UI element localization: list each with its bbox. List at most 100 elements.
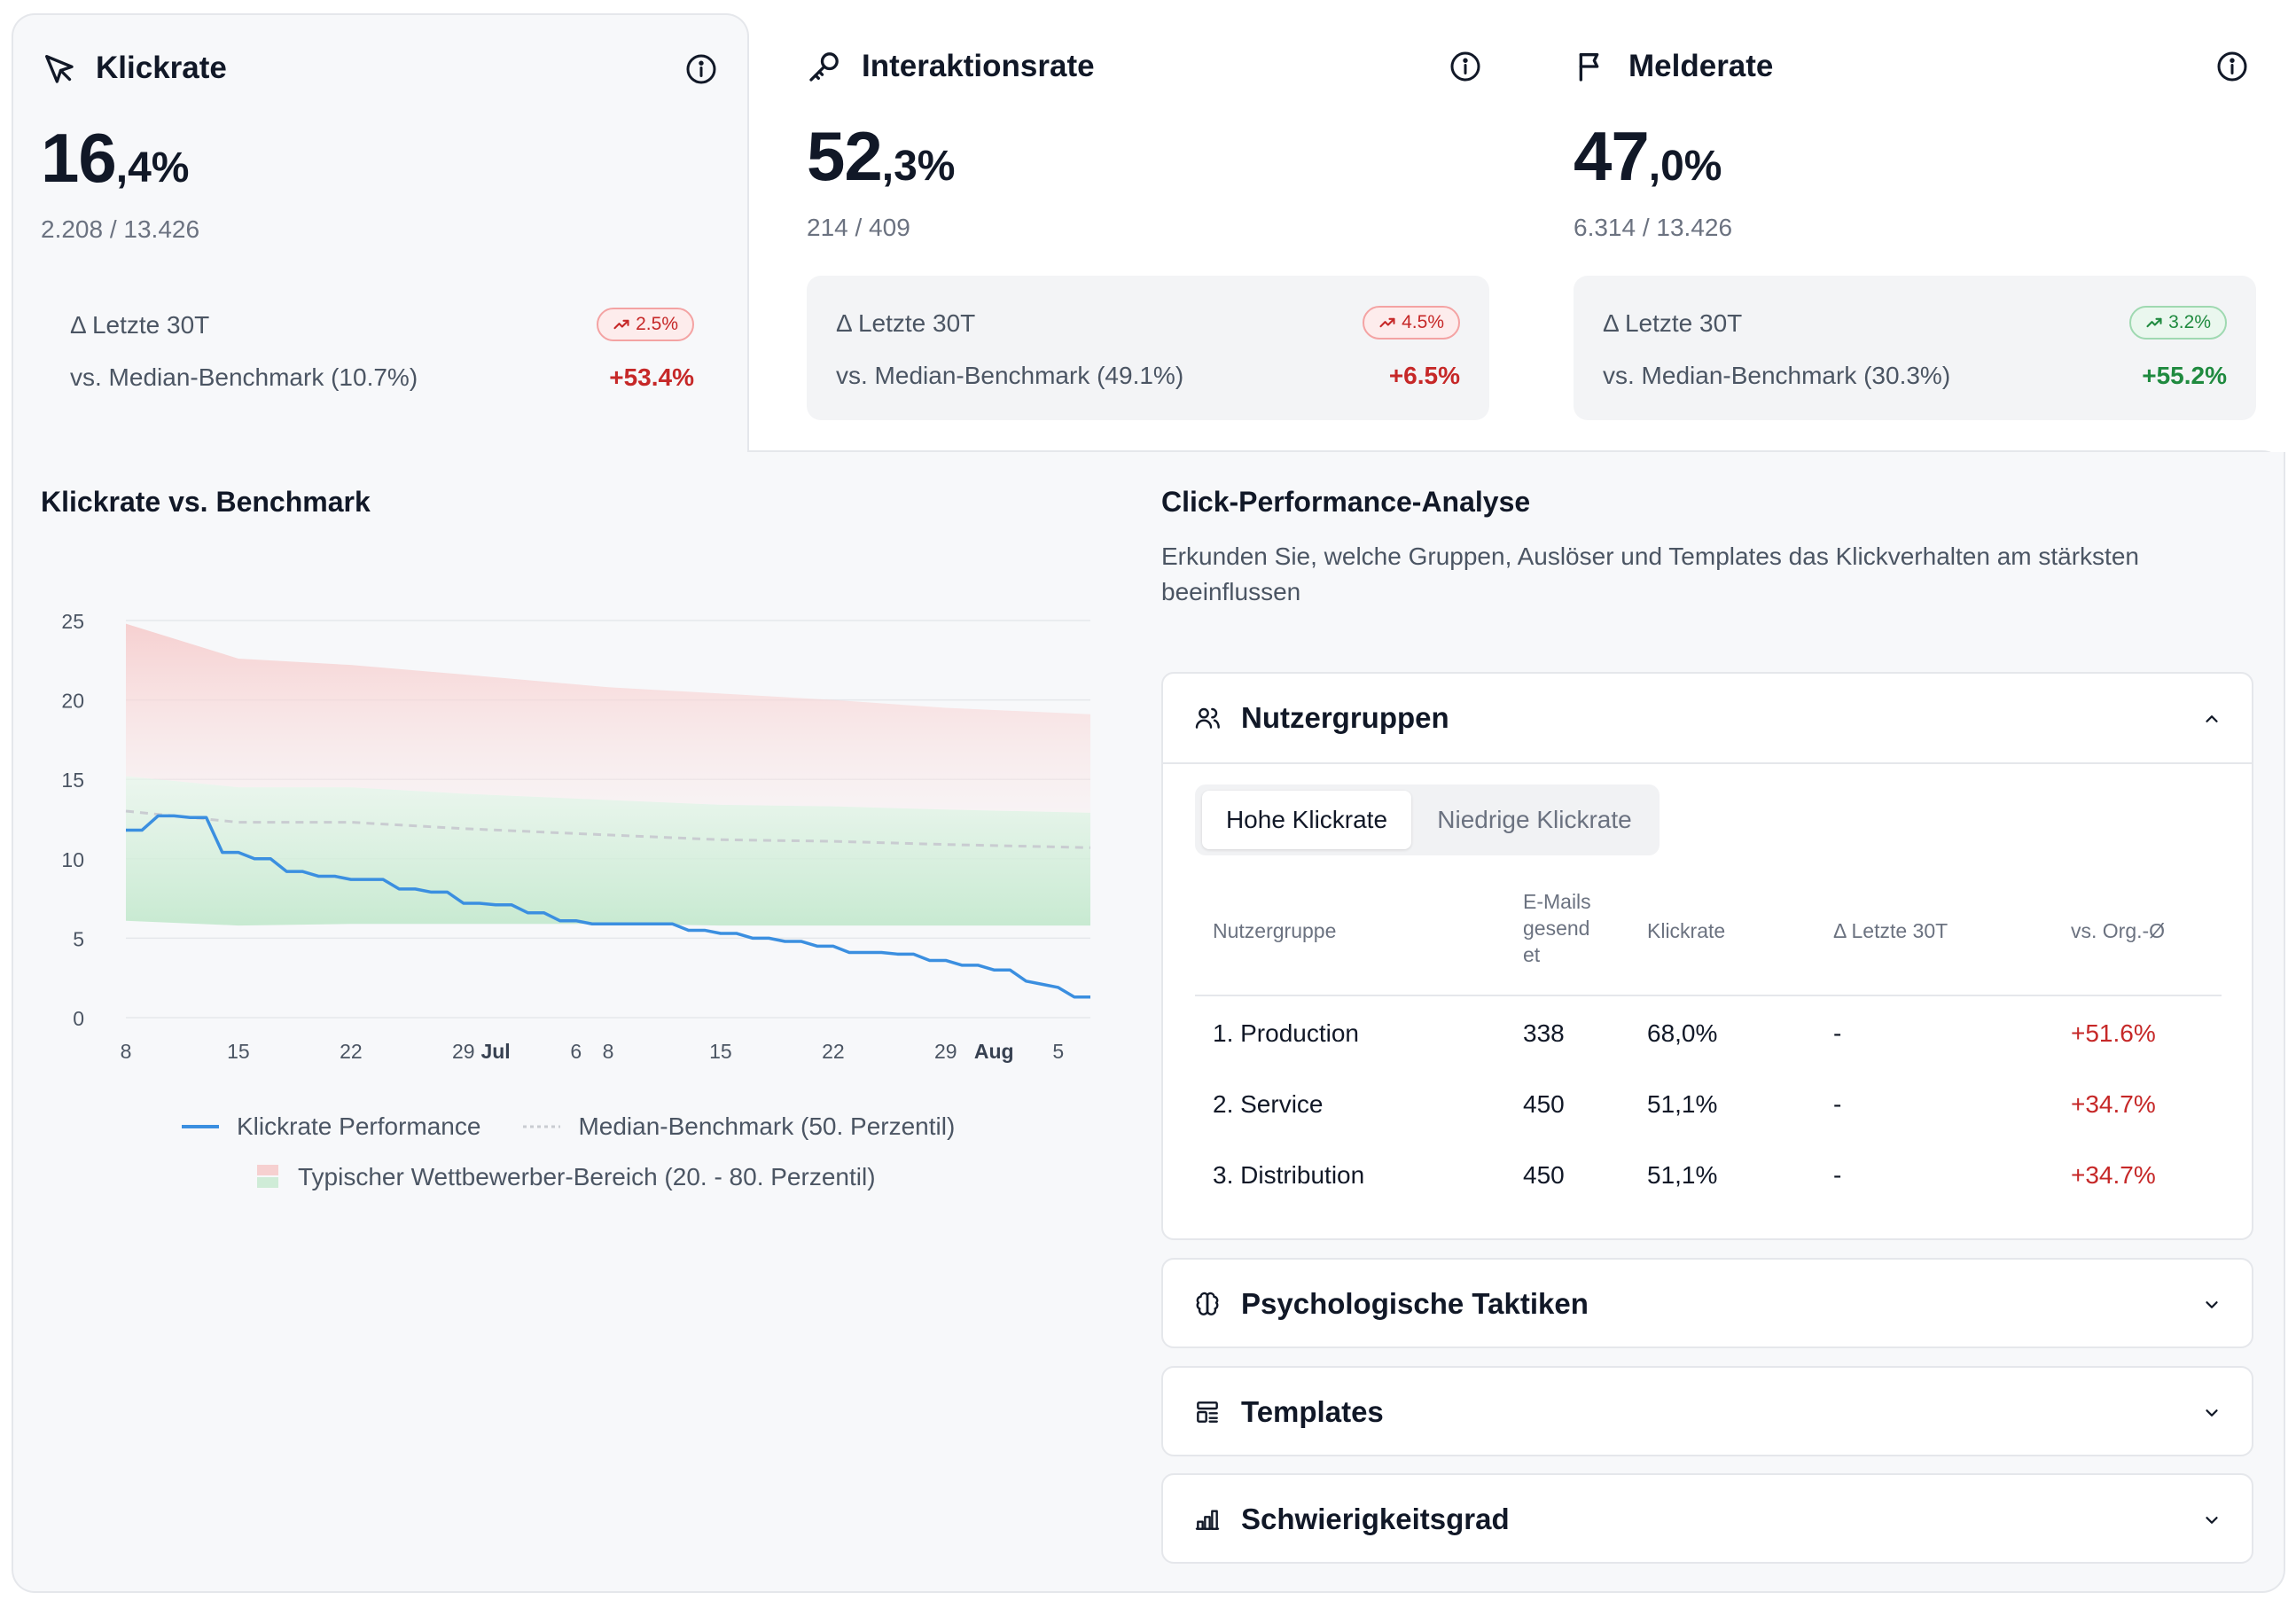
column-header-last30[interactable]: Δ Letzte 30T xyxy=(1833,919,1948,942)
legend-dashed-swatch xyxy=(523,1125,561,1128)
line-layer xyxy=(125,809,1091,999)
x-tick-label: Aug xyxy=(974,1040,1014,1063)
accordion-title: Psychologische Taktiken xyxy=(1241,1287,1589,1320)
kpi-value-dec: ,4% xyxy=(115,144,190,191)
tab-hohe-klickrate[interactable]: Hohe Klickrate xyxy=(1202,791,1411,849)
accordion-divider xyxy=(1163,762,2252,764)
column-header-vs-org[interactable]: vs. Org.-Ø xyxy=(2071,919,2166,942)
kpi-title: Melderate xyxy=(1628,49,1774,83)
accordion-header[interactable]: Nutzergruppen xyxy=(1193,674,1449,762)
benchmark-label: vs. Median-Benchmark (30.3%) xyxy=(1603,362,1951,389)
klickrate-tabs: Hohe Klickrate Niedrige Klickrate xyxy=(1195,784,1660,855)
chart-legend-range[interactable]: Typischer Wettbewerber-Bereich (20. - 80… xyxy=(257,1163,876,1191)
tab-niedrige-klickrate[interactable]: Niedrige Klickrate xyxy=(1437,806,1632,833)
trend-value: 3.2% xyxy=(2168,312,2211,332)
key-icon xyxy=(807,49,842,84)
cell-last30: - xyxy=(1833,1090,1842,1118)
cell-rate: 68,0% xyxy=(1647,1019,1718,1047)
y-tick-label: 15 xyxy=(61,769,84,792)
performance-line xyxy=(126,814,1090,999)
x-tick-label: 8 xyxy=(121,1040,132,1063)
x-tick-label: 15 xyxy=(227,1040,250,1063)
accordion-title: Nutzergruppen xyxy=(1241,701,1449,734)
column-header-emails[interactable]: E-Mails gesend et xyxy=(1523,890,1591,966)
trend-value: 2.5% xyxy=(636,314,678,334)
chevron-down-icon[interactable] xyxy=(2202,1403,2222,1423)
kpi-ratio: 214 / 409 xyxy=(807,214,910,241)
kpi-value: 52,3% xyxy=(807,116,955,197)
median-benchmark-line xyxy=(125,809,1091,849)
active-kpi-card-bg xyxy=(12,13,749,457)
accordion-nutzergruppen: Nutzergruppen Hohe Klickrate Niedrige Kl… xyxy=(1161,672,2253,1240)
cursor-icon xyxy=(41,51,76,86)
accordion-title: Schwierigkeitsgrad xyxy=(1241,1503,1510,1535)
trend-badge: 2.5% xyxy=(597,308,694,341)
x-tick-label: 6 xyxy=(570,1040,582,1063)
cell-rate: 51,1% xyxy=(1647,1090,1718,1118)
kpi-header: Melderate xyxy=(1574,49,1773,84)
benchmark-delta: +6.5% xyxy=(1388,362,1460,389)
chevron-down-icon[interactable] xyxy=(2202,1510,2222,1530)
competitor-range-lower xyxy=(126,776,1090,926)
cell-vs-org: +34.7% xyxy=(2071,1090,2156,1118)
last30-label: Δ Letzte 30T xyxy=(836,309,976,337)
kpi-value-int: 47 xyxy=(1574,117,1650,195)
chevron-down-icon[interactable] xyxy=(2202,1295,2222,1315)
kpi-comparison-box: Δ Letzte 30T 3.2% vs. Median-Benchmark (… xyxy=(1574,276,2256,420)
y-tick-label: 0 xyxy=(73,1007,84,1030)
kpi-card-interaktionsrate[interactable]: Interaktionsrate 52,3% 214 / 409 Δ Letzt… xyxy=(777,13,1515,457)
table-header-divider xyxy=(1195,995,2222,996)
kpi-value-int: 16 xyxy=(41,119,117,197)
kpi-card-melderate[interactable]: Melderate 47,0% 6.314 / 13.426 Δ Letzte … xyxy=(1544,13,2282,457)
accordion-psychologische-taktiken[interactable]: Psychologische Taktiken xyxy=(1161,1258,2253,1348)
legend-item-median[interactable]: Median-Benchmark (50. Perzentil) xyxy=(523,1112,955,1141)
legend-line-swatch xyxy=(182,1125,219,1128)
flag-icon xyxy=(1574,49,1609,84)
competitor-range-upper xyxy=(126,623,1090,813)
legend-label: Median-Benchmark (50. Perzentil) xyxy=(578,1112,956,1140)
cell-group: 3. Distribution xyxy=(1213,1161,1365,1189)
y-tick-label: 5 xyxy=(73,927,84,950)
accordion-schwierigkeitsgrad[interactable]: Schwierigkeitsgrad xyxy=(1161,1473,2253,1564)
chevron-up-icon[interactable] xyxy=(2202,709,2222,729)
accordion-header[interactable]: Psychologische Taktiken xyxy=(1193,1260,1589,1348)
x-tick-label: 22 xyxy=(340,1040,363,1063)
x-tick-label: 29 xyxy=(934,1040,957,1063)
x-tick-label: 15 xyxy=(709,1040,732,1063)
last30-label: Δ Letzte 30T xyxy=(1603,309,1743,337)
cell-group: 2. Service xyxy=(1213,1090,1324,1118)
x-tick-label: 8 xyxy=(603,1040,614,1063)
kpi-header: Interaktionsrate xyxy=(807,49,1095,84)
kpi-card-klickrate[interactable]: Klickrate 16,4% 2.208 / 13.426 Δ Letzte … xyxy=(12,13,749,457)
legend-range-swatch xyxy=(257,1165,278,1188)
trend-up-icon xyxy=(1379,317,1395,328)
trend-up-icon xyxy=(613,319,629,330)
cell-vs-org: +34.7% xyxy=(2071,1161,2156,1189)
kpi-title: Interaktionsrate xyxy=(862,49,1095,83)
info-icon[interactable] xyxy=(1449,51,1481,82)
accordion-templates[interactable]: Templates xyxy=(1161,1366,2253,1456)
analysis-description: Erkunden Sie, welche Gruppen, Auslöser u… xyxy=(1161,543,2139,605)
accordion-header[interactable]: Schwierigkeitsgrad xyxy=(1193,1475,1510,1564)
x-tick-label: Jul xyxy=(480,1040,510,1063)
kpi-comparison-box: Δ Letzte 30T 2.5% vs. Median-Benchmark (… xyxy=(41,277,723,422)
kpi-value-dec: ,3% xyxy=(881,143,956,190)
legend-label: Typischer Wettbewerber-Bereich (20. - 80… xyxy=(298,1163,876,1190)
y-tick-label: 20 xyxy=(61,690,84,713)
accordion-header[interactable]: Templates xyxy=(1193,1368,1384,1456)
cell-last30: - xyxy=(1833,1161,1842,1189)
cell-emails: 450 xyxy=(1523,1090,1565,1118)
column-header-nutzergruppe[interactable]: Nutzergruppe xyxy=(1213,919,1337,942)
info-icon[interactable] xyxy=(685,53,717,85)
column-header-klickrate[interactable]: Klickrate xyxy=(1647,919,1726,942)
trend-badge: 4.5% xyxy=(1363,306,1460,340)
template-icon xyxy=(1197,1401,1218,1423)
kpi-value: 47,0% xyxy=(1574,116,1722,197)
benchmark-label: vs. Median-Benchmark (10.7%) xyxy=(70,363,418,391)
legend-item-performance[interactable]: Klickrate Performance xyxy=(182,1112,480,1141)
kpi-comparison-box: Δ Letzte 30T 4.5% vs. Median-Benchmark (… xyxy=(807,276,1489,420)
kpi-ratio: 2.208 / 13.426 xyxy=(41,215,200,243)
info-icon[interactable] xyxy=(2216,51,2248,82)
